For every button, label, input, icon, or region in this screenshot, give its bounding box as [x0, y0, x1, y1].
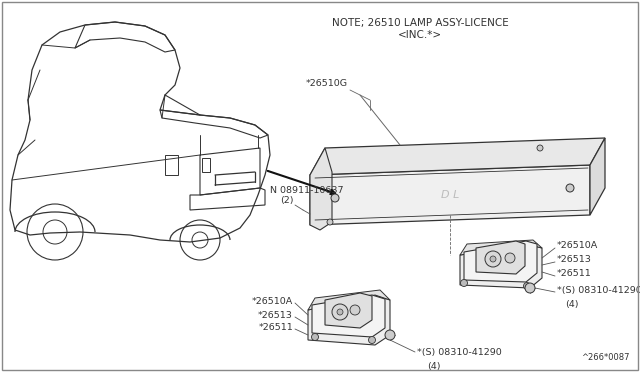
- Polygon shape: [308, 290, 390, 310]
- Circle shape: [461, 279, 467, 286]
- Circle shape: [350, 305, 360, 315]
- Text: *26513: *26513: [258, 311, 293, 320]
- Text: *(S) 08310-41290: *(S) 08310-41290: [417, 347, 502, 356]
- Polygon shape: [310, 138, 605, 175]
- Polygon shape: [310, 165, 590, 225]
- Text: D L: D L: [441, 190, 459, 200]
- Circle shape: [369, 337, 376, 343]
- Circle shape: [537, 145, 543, 151]
- Text: *26510A: *26510A: [557, 241, 598, 250]
- Circle shape: [385, 330, 395, 340]
- Circle shape: [331, 194, 339, 202]
- Text: *26513: *26513: [557, 256, 592, 264]
- Polygon shape: [476, 241, 525, 274]
- Text: (2): (2): [280, 196, 294, 205]
- Circle shape: [566, 184, 574, 192]
- Text: (4): (4): [427, 362, 440, 371]
- Text: *26511: *26511: [557, 269, 592, 279]
- Circle shape: [312, 334, 319, 340]
- Circle shape: [490, 256, 496, 262]
- Polygon shape: [308, 295, 390, 345]
- Text: NOTE; 26510 LAMP ASSY-LICENCE: NOTE; 26510 LAMP ASSY-LICENCE: [332, 18, 508, 28]
- Polygon shape: [464, 241, 537, 282]
- Polygon shape: [310, 148, 332, 230]
- Circle shape: [505, 253, 515, 263]
- Text: *26510G: *26510G: [306, 79, 348, 88]
- Circle shape: [337, 309, 343, 315]
- Text: *(S) 08310-41290: *(S) 08310-41290: [557, 285, 640, 295]
- Polygon shape: [460, 245, 542, 288]
- Circle shape: [525, 283, 535, 293]
- Text: <INC.*>: <INC.*>: [398, 30, 442, 40]
- Circle shape: [524, 282, 531, 289]
- Circle shape: [485, 251, 501, 267]
- Circle shape: [327, 219, 333, 225]
- Polygon shape: [312, 295, 385, 337]
- Circle shape: [332, 304, 348, 320]
- Text: *26511: *26511: [259, 323, 293, 331]
- Polygon shape: [590, 138, 605, 215]
- Polygon shape: [460, 240, 542, 255]
- Polygon shape: [325, 293, 372, 328]
- Text: ^266*0087: ^266*0087: [582, 353, 630, 362]
- Text: (4): (4): [565, 300, 579, 309]
- Text: N 08911-10637: N 08911-10637: [270, 186, 344, 195]
- Text: *26510A: *26510A: [252, 296, 293, 305]
